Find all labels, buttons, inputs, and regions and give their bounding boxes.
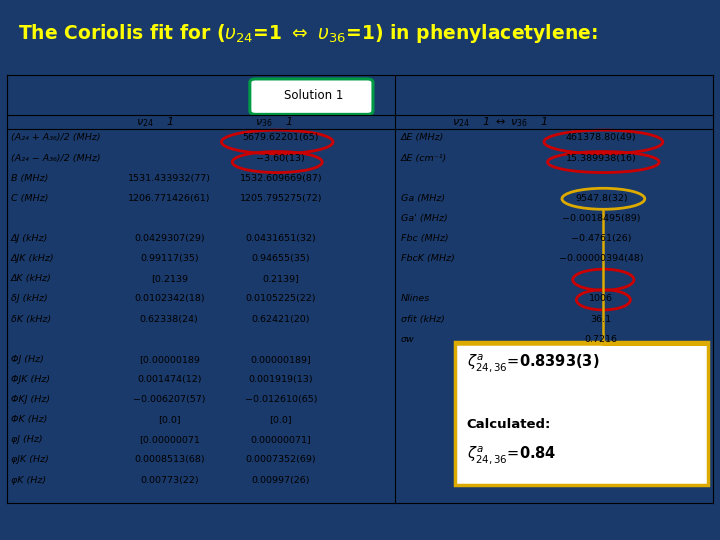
Text: ΔJ (kHz): ΔJ (kHz)	[11, 234, 48, 243]
Text: 0.94655(35): 0.94655(35)	[251, 254, 310, 263]
Text: $\zeta^{a}_{24,36}$=$\mathbf{0.84}$: $\zeta^{a}_{24,36}$=$\mathbf{0.84}$	[467, 444, 556, 466]
Text: 0.7216: 0.7216	[585, 335, 618, 343]
Text: 0.0102342(18): 0.0102342(18)	[134, 294, 204, 303]
Text: $\nu_{24}$    1: $\nu_{24}$ 1	[136, 116, 174, 129]
Text: σfit (kHz): σfit (kHz)	[401, 315, 445, 323]
Text: ΦJK (Hz): ΦJK (Hz)	[11, 375, 50, 384]
Text: 0.62421(20): 0.62421(20)	[251, 315, 310, 323]
Text: δK (kHz): δK (kHz)	[11, 315, 51, 323]
Text: 0.62338(24): 0.62338(24)	[140, 315, 199, 323]
Text: φJK (Hz): φJK (Hz)	[11, 455, 49, 464]
Text: σw: σw	[401, 335, 415, 343]
Text: ΦJ (Hz): ΦJ (Hz)	[11, 355, 44, 364]
Text: [0.00000071: [0.00000071	[139, 435, 199, 444]
Text: 0.0431651(32): 0.0431651(32)	[246, 234, 316, 243]
Text: (A₂₄ − A₃₆)/2 (MHz): (A₂₄ − A₃₆)/2 (MHz)	[11, 153, 100, 163]
Text: −0.0018495(89): −0.0018495(89)	[562, 214, 641, 223]
Text: $\zeta^{a}_{24,36}$=$\mathbf{0.8393(3)}$: $\zeta^{a}_{24,36}$=$\mathbf{0.8393(3)}$	[467, 353, 599, 374]
Text: 9547.8(32): 9547.8(32)	[575, 194, 628, 203]
Text: $\nu_{36}$    1: $\nu_{36}$ 1	[255, 116, 292, 129]
Text: 0.00773(22): 0.00773(22)	[140, 476, 199, 484]
Text: ΔJK (kHz): ΔJK (kHz)	[11, 254, 55, 263]
Text: 0.001919(13): 0.001919(13)	[248, 375, 313, 384]
Text: 0.00000189]: 0.00000189]	[251, 355, 311, 364]
Text: 1205.795275(72): 1205.795275(72)	[240, 194, 322, 203]
Text: 0.2139]: 0.2139]	[262, 274, 300, 284]
Text: [0.2139: [0.2139	[150, 274, 188, 284]
Text: C (MHz): C (MHz)	[11, 194, 48, 203]
Text: δJ (kHz): δJ (kHz)	[11, 294, 48, 303]
Text: 1531.433932(77): 1531.433932(77)	[127, 174, 211, 183]
FancyBboxPatch shape	[455, 342, 708, 485]
Text: 1206.771426(61): 1206.771426(61)	[128, 194, 210, 203]
Text: Nlines: Nlines	[401, 294, 431, 303]
Text: B (MHz): B (MHz)	[11, 174, 48, 183]
Text: 0.0105225(22): 0.0105225(22)	[246, 294, 316, 303]
Text: [0.00000189: [0.00000189	[139, 355, 199, 364]
Text: φK (Hz): φK (Hz)	[11, 476, 46, 484]
Text: 0.0008513(68): 0.0008513(68)	[134, 455, 204, 464]
Text: Solution 1: Solution 1	[284, 89, 343, 102]
Text: ΔK (kHz): ΔK (kHz)	[11, 274, 52, 284]
Text: 1532.609669(87): 1532.609669(87)	[240, 174, 322, 183]
Text: 0.0007352(69): 0.0007352(69)	[246, 455, 316, 464]
Text: 0.00997(26): 0.00997(26)	[251, 476, 310, 484]
Text: 0.0429307(29): 0.0429307(29)	[134, 234, 204, 243]
Text: −0.00000394(48): −0.00000394(48)	[559, 254, 644, 263]
Text: 461378.80(49): 461378.80(49)	[566, 133, 636, 143]
Text: $\nu_{24}$    1 $\leftrightarrow$ $\nu_{36}$    1: $\nu_{24}$ 1 $\leftrightarrow$ $\nu_{36}…	[452, 116, 549, 129]
Text: FbcK (MHz): FbcK (MHz)	[401, 254, 455, 263]
Text: (A₂₄ + A₃₆)/2 (MHz): (A₂₄ + A₃₆)/2 (MHz)	[11, 133, 100, 143]
Text: −0.006207(57): −0.006207(57)	[133, 395, 205, 404]
Text: ΦKJ (Hz): ΦKJ (Hz)	[11, 395, 50, 404]
Text: −0.4761(26): −0.4761(26)	[571, 234, 631, 243]
Text: −3.60(13): −3.60(13)	[256, 153, 305, 163]
Text: φJ (Hz): φJ (Hz)	[11, 435, 42, 444]
Text: 0.001474(12): 0.001474(12)	[137, 375, 202, 384]
Text: ΔE (MHz): ΔE (MHz)	[401, 133, 444, 143]
Text: ΦK (Hz): ΦK (Hz)	[11, 415, 48, 424]
Text: 36.1: 36.1	[590, 315, 612, 323]
Text: 5679.62201(65): 5679.62201(65)	[243, 133, 319, 143]
Text: −0.012610(65): −0.012610(65)	[245, 395, 317, 404]
Text: 1006: 1006	[589, 294, 613, 303]
Text: Ga (MHz): Ga (MHz)	[401, 194, 445, 203]
Text: The Coriolis fit for ($\upsilon_{24}$=1 $\Leftrightarrow$ $\upsilon_{36}$=1) in : The Coriolis fit for ($\upsilon_{24}$=1 …	[18, 22, 598, 45]
Text: 0.00000071]: 0.00000071]	[251, 435, 311, 444]
Text: [0.0]: [0.0]	[269, 415, 292, 424]
Text: Fbc (MHz): Fbc (MHz)	[401, 234, 449, 243]
FancyBboxPatch shape	[250, 79, 373, 114]
Text: 0.99117(35): 0.99117(35)	[140, 254, 199, 263]
Text: 15.389938(16): 15.389938(16)	[566, 153, 636, 163]
Text: [0.0]: [0.0]	[158, 415, 181, 424]
Text: Ga' (MHz): Ga' (MHz)	[401, 214, 448, 223]
Text: Calculated:: Calculated:	[467, 418, 551, 431]
Text: ΔE (cm⁻¹): ΔE (cm⁻¹)	[401, 153, 447, 163]
